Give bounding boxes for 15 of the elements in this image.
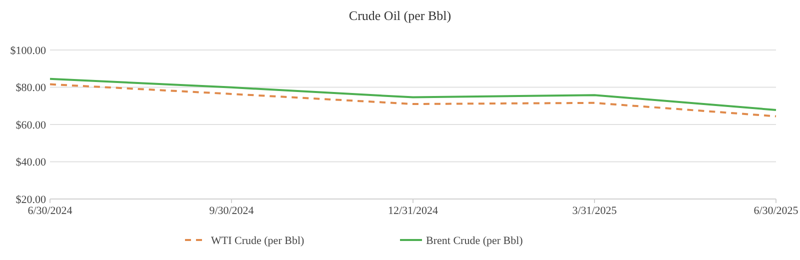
legend-label: Brent Crude (per Bbl) — [426, 234, 524, 247]
x-tick-label: 6/30/2025 — [754, 205, 799, 217]
line-series — [49, 83, 777, 118]
y-tick-label: $100.00 — [10, 44, 46, 57]
legend-label: WTI Crude (per Bbl) — [211, 234, 304, 247]
y-tick-label: $80.00 — [16, 82, 46, 94]
x-tick-label: 12/31/2024 — [388, 205, 439, 217]
chart-title: Crude Oil (per Bbl) — [348, 8, 452, 23]
line-series — [49, 78, 777, 111]
y-tick-label: $60.00 — [16, 119, 46, 132]
y-tick-label: $20.00 — [16, 194, 46, 206]
x-tick-label: 9/30/2024 — [209, 205, 254, 217]
x-tick-label: 6/30/2024 — [28, 205, 73, 217]
x-tick-label: 3/31/2025 — [572, 205, 618, 217]
y-tick-label: $40.00 — [16, 156, 46, 169]
